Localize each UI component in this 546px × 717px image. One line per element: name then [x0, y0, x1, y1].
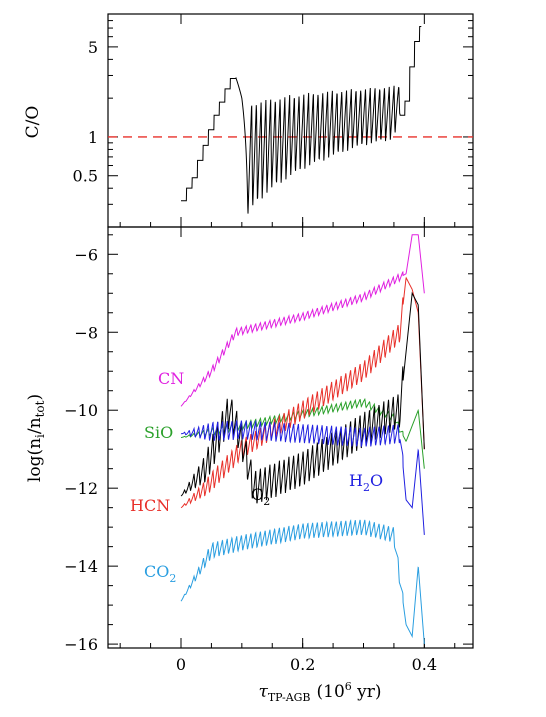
x-axis-label: τTP-AGB (106 yr)	[258, 680, 381, 704]
bottom-y-tick-labels: −16 −14 −12 −10 −8 −6	[64, 245, 98, 654]
top-y-tick-label: 0.5	[73, 167, 98, 186]
series-line-co2	[180, 519, 425, 645]
top-panel-frame	[107, 13, 474, 228]
series-line-hcn	[180, 276, 425, 509]
top-axis-ticks	[108, 14, 473, 227]
co2-label: CO2	[144, 562, 176, 585]
bottom-y-tick-label: −12	[64, 479, 98, 498]
co-ratio-series-line	[181, 25, 422, 214]
series-line-c2	[180, 291, 425, 504]
bottom-x-tick-label: 0.2	[290, 655, 315, 674]
bottom-axis-ticks	[108, 227, 473, 648]
bottom-x-tick-labels: 0 0.2 0.4	[176, 655, 437, 674]
top-series-group	[181, 25, 422, 214]
top-y-tick-label: 5	[88, 38, 98, 57]
bottom-x-tick-label: 0.4	[412, 655, 437, 674]
bottom-y-axis-label: log(ni/ntot)	[25, 394, 47, 482]
top-y-tick-labels: 0.5 1 5	[73, 38, 98, 186]
bottom-panel-frame	[107, 226, 474, 649]
bottom-x-tick-label: 0	[176, 655, 186, 674]
c2-label: C2	[251, 485, 270, 508]
cn-label: CN	[158, 369, 184, 388]
series-line-cn	[180, 234, 425, 407]
series-line-h2o	[180, 419, 425, 535]
top-y-tick-label: 1	[88, 128, 98, 147]
bottom-y-tick-label: −10	[64, 401, 98, 420]
h2o-label: H2O	[349, 471, 383, 494]
bottom-y-tick-label: −16	[64, 635, 98, 654]
hcn-label: HCN	[130, 496, 170, 515]
bottom-y-tick-label: −6	[74, 245, 98, 264]
bottom-y-tick-label: −8	[74, 323, 98, 342]
bottom-y-tick-label: −14	[64, 557, 98, 576]
sio-label: SiO	[144, 423, 173, 442]
bottom-series-group	[180, 234, 425, 645]
top-y-axis-label: C/O	[23, 106, 43, 139]
